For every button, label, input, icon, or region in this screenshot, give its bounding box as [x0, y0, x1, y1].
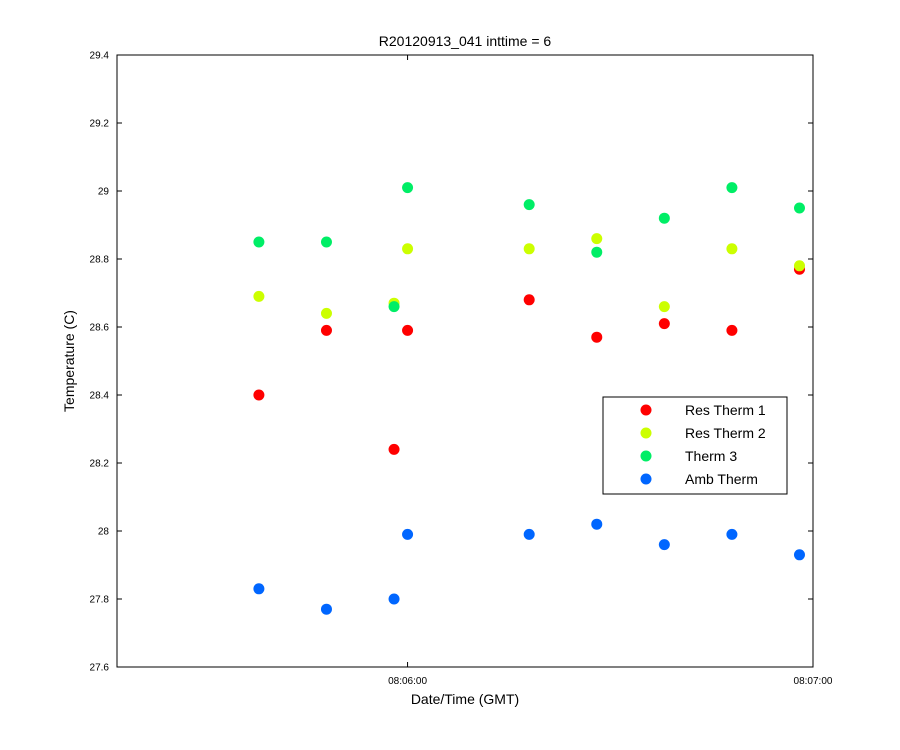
legend-label: Therm 3	[685, 448, 737, 464]
data-point-series-0	[523, 294, 535, 306]
data-point-series-3	[793, 549, 805, 561]
x-axis-label: Date/Time (GMT)	[411, 691, 519, 707]
data-point-series-2	[658, 212, 670, 224]
data-point-series-2	[320, 236, 332, 248]
data-point-series-1	[793, 260, 805, 272]
legend-label: Res Therm 2	[685, 425, 766, 441]
data-point-series-2	[591, 246, 603, 258]
data-point-series-3	[523, 528, 535, 540]
data-point-series-2	[402, 182, 414, 194]
plot-area	[116, 54, 814, 668]
chart-title: R20120913_041 inttime = 6	[379, 33, 552, 49]
y-tick-label: 29.2	[90, 119, 110, 130]
data-point-series-0	[726, 324, 738, 336]
y-tick-label: 28.8	[90, 255, 110, 266]
data-point-series-3	[658, 539, 670, 551]
y-tick-label: 29.4	[90, 51, 110, 62]
y-tick-label: 27.6	[90, 663, 110, 674]
data-point-series-2	[793, 202, 805, 214]
data-point-series-1	[591, 233, 603, 245]
data-points	[253, 182, 805, 615]
x-axis: 08:06:00 08:07:00	[388, 55, 833, 687]
x-tick-label: 08:07:00	[794, 676, 833, 687]
data-point-series-1	[253, 290, 265, 302]
data-point-series-0	[402, 324, 414, 336]
y-axis-label: Temperature (C)	[61, 310, 77, 412]
legend-label: Amb Therm	[685, 471, 758, 487]
legend-label: Res Therm 1	[685, 402, 766, 418]
legend-marker	[640, 427, 652, 439]
x-tick-label: 08:06:00	[388, 676, 427, 687]
data-point-series-1	[658, 301, 670, 313]
data-point-series-1	[320, 307, 332, 319]
data-point-series-3	[388, 593, 400, 605]
data-point-series-1	[726, 243, 738, 255]
data-point-series-2	[388, 301, 400, 313]
y-tick-label: 28	[98, 527, 110, 538]
data-point-series-2	[523, 199, 535, 211]
data-point-series-3	[726, 528, 738, 540]
y-tick-label: 29	[98, 187, 110, 198]
data-point-series-0	[658, 318, 670, 330]
legend-marker	[640, 473, 652, 485]
data-point-series-0	[320, 324, 332, 336]
data-point-series-3	[591, 518, 603, 530]
legend-marker	[640, 404, 652, 416]
y-tick-label: 27.8	[90, 595, 110, 606]
data-point-series-3	[402, 528, 414, 540]
data-point-series-0	[388, 443, 400, 455]
y-axis: 27.6 27.8 28 28.2 28.4 28.6 28.8 29 29.2 29.4	[90, 51, 813, 674]
y-tick-label: 28.2	[90, 459, 110, 470]
legend-box	[602, 396, 788, 495]
y-tick-label: 28.4	[90, 391, 110, 402]
data-point-series-1	[402, 243, 414, 255]
data-point-series-0	[253, 389, 265, 401]
data-point-series-1	[523, 243, 535, 255]
data-point-series-3	[253, 583, 265, 595]
legend-marker	[640, 450, 652, 462]
data-point-series-0	[591, 331, 603, 343]
data-point-series-3	[320, 603, 332, 615]
data-point-series-2	[726, 182, 738, 194]
y-tick-label: 28.6	[90, 323, 110, 334]
legend: Res Therm 1 Res Therm 2 Therm 3 Amb Therm	[602, 396, 788, 495]
data-point-series-2	[253, 236, 265, 248]
